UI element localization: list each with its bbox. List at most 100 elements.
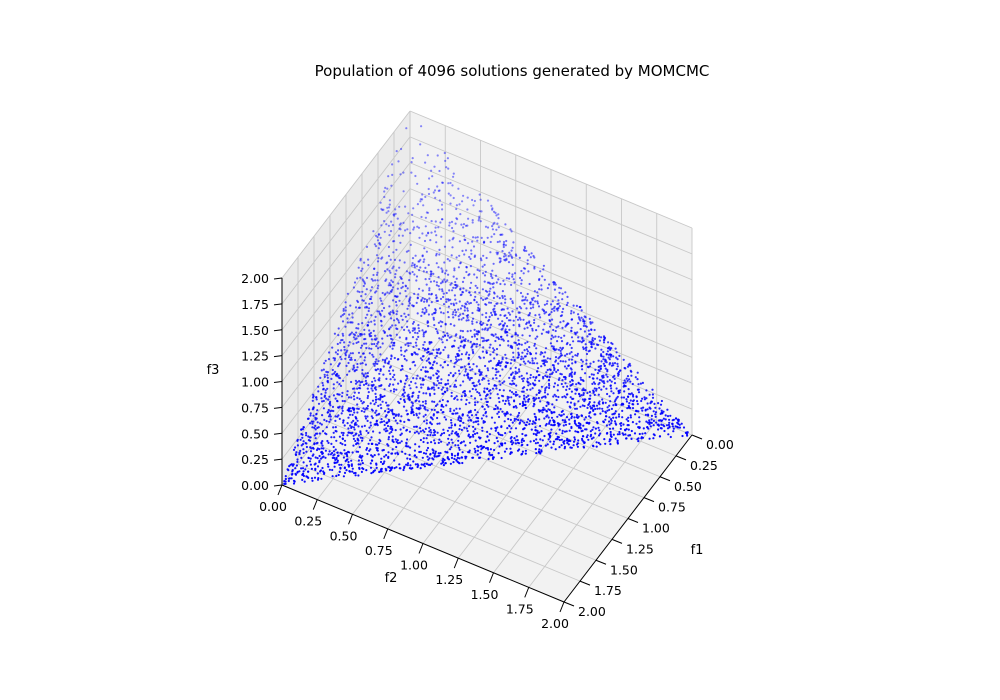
data-point bbox=[361, 267, 364, 270]
data-point bbox=[466, 330, 469, 333]
f3-tick-label: 1.50 bbox=[241, 323, 269, 338]
data-point bbox=[415, 430, 419, 433]
data-point bbox=[369, 424, 372, 427]
data-point bbox=[359, 433, 362, 436]
data-point bbox=[384, 415, 387, 418]
data-point bbox=[496, 251, 500, 254]
data-point bbox=[651, 393, 655, 396]
data-point bbox=[404, 452, 407, 455]
data-point bbox=[523, 349, 526, 352]
data-point bbox=[446, 387, 449, 390]
data-point bbox=[452, 275, 455, 278]
data-point bbox=[520, 439, 524, 442]
data-point bbox=[424, 306, 427, 310]
f2-axis: 0.000.250.500.751.001.251.501.752.00 bbox=[259, 484, 569, 631]
data-point bbox=[440, 235, 443, 238]
data-point bbox=[534, 415, 537, 418]
data-point bbox=[527, 400, 530, 403]
data-point bbox=[527, 394, 530, 397]
data-point bbox=[533, 321, 536, 324]
data-point bbox=[421, 355, 424, 358]
data-point bbox=[552, 443, 555, 446]
data-point bbox=[520, 282, 523, 285]
data-point bbox=[315, 412, 318, 415]
f2-tick bbox=[312, 499, 318, 510]
data-point bbox=[488, 346, 491, 349]
data-point bbox=[523, 398, 526, 401]
data-point bbox=[565, 439, 568, 442]
data-point bbox=[542, 408, 545, 412]
data-point bbox=[514, 439, 517, 442]
data-point bbox=[358, 467, 361, 470]
data-point bbox=[450, 432, 453, 435]
data-point bbox=[519, 419, 522, 422]
data-point bbox=[576, 416, 579, 419]
data-point bbox=[585, 421, 588, 424]
data-point bbox=[489, 392, 492, 395]
data-point bbox=[339, 441, 342, 445]
data-point bbox=[472, 381, 475, 384]
data-point bbox=[426, 434, 429, 437]
data-point bbox=[492, 296, 495, 300]
data-point bbox=[379, 346, 382, 349]
data-point bbox=[529, 376, 532, 379]
data-point bbox=[424, 195, 427, 198]
data-point bbox=[473, 299, 476, 302]
data-point bbox=[481, 426, 484, 429]
data-point bbox=[533, 412, 536, 416]
data-point bbox=[324, 456, 327, 459]
data-point bbox=[444, 272, 447, 275]
data-point bbox=[375, 290, 378, 293]
data-point bbox=[327, 398, 330, 401]
data-point bbox=[447, 192, 450, 195]
data-point bbox=[409, 342, 412, 345]
data-point bbox=[441, 181, 444, 184]
data-point bbox=[393, 459, 396, 462]
data-point bbox=[677, 420, 680, 423]
data-point bbox=[523, 302, 526, 305]
data-point bbox=[348, 470, 352, 473]
data-point bbox=[426, 441, 429, 444]
data-point bbox=[459, 335, 462, 338]
f2-tick bbox=[524, 587, 530, 598]
data-point bbox=[467, 411, 470, 414]
data-point bbox=[471, 368, 474, 371]
data-point bbox=[631, 421, 635, 424]
data-point bbox=[369, 289, 372, 292]
data-point bbox=[429, 433, 432, 437]
data-point bbox=[333, 461, 336, 464]
data-point bbox=[486, 236, 489, 239]
data-point bbox=[490, 311, 493, 314]
data-point bbox=[538, 313, 541, 316]
data-point bbox=[500, 328, 503, 331]
data-point bbox=[403, 385, 406, 388]
data-point bbox=[361, 278, 364, 281]
data-point bbox=[381, 395, 384, 398]
data-point bbox=[353, 411, 356, 414]
data-point bbox=[509, 418, 512, 421]
data-point bbox=[305, 450, 308, 453]
data-point bbox=[326, 463, 329, 466]
data-point bbox=[610, 390, 613, 393]
data-point bbox=[497, 278, 500, 281]
data-point bbox=[572, 397, 575, 400]
data-point bbox=[320, 397, 323, 400]
data-point bbox=[348, 464, 351, 467]
data-point bbox=[553, 406, 556, 409]
data-point bbox=[424, 370, 427, 373]
data-point bbox=[316, 465, 320, 468]
data-point bbox=[459, 345, 462, 348]
data-point bbox=[477, 331, 480, 334]
data-point bbox=[374, 423, 377, 426]
data-point bbox=[463, 276, 466, 279]
data-point bbox=[524, 342, 527, 345]
data-point bbox=[550, 446, 553, 449]
data-point bbox=[502, 279, 505, 282]
data-point bbox=[415, 338, 418, 341]
data-point bbox=[497, 226, 500, 229]
data-point bbox=[353, 281, 357, 284]
data-point bbox=[436, 369, 439, 372]
data-point bbox=[376, 239, 380, 242]
data-point bbox=[463, 365, 466, 368]
data-point bbox=[479, 357, 482, 360]
